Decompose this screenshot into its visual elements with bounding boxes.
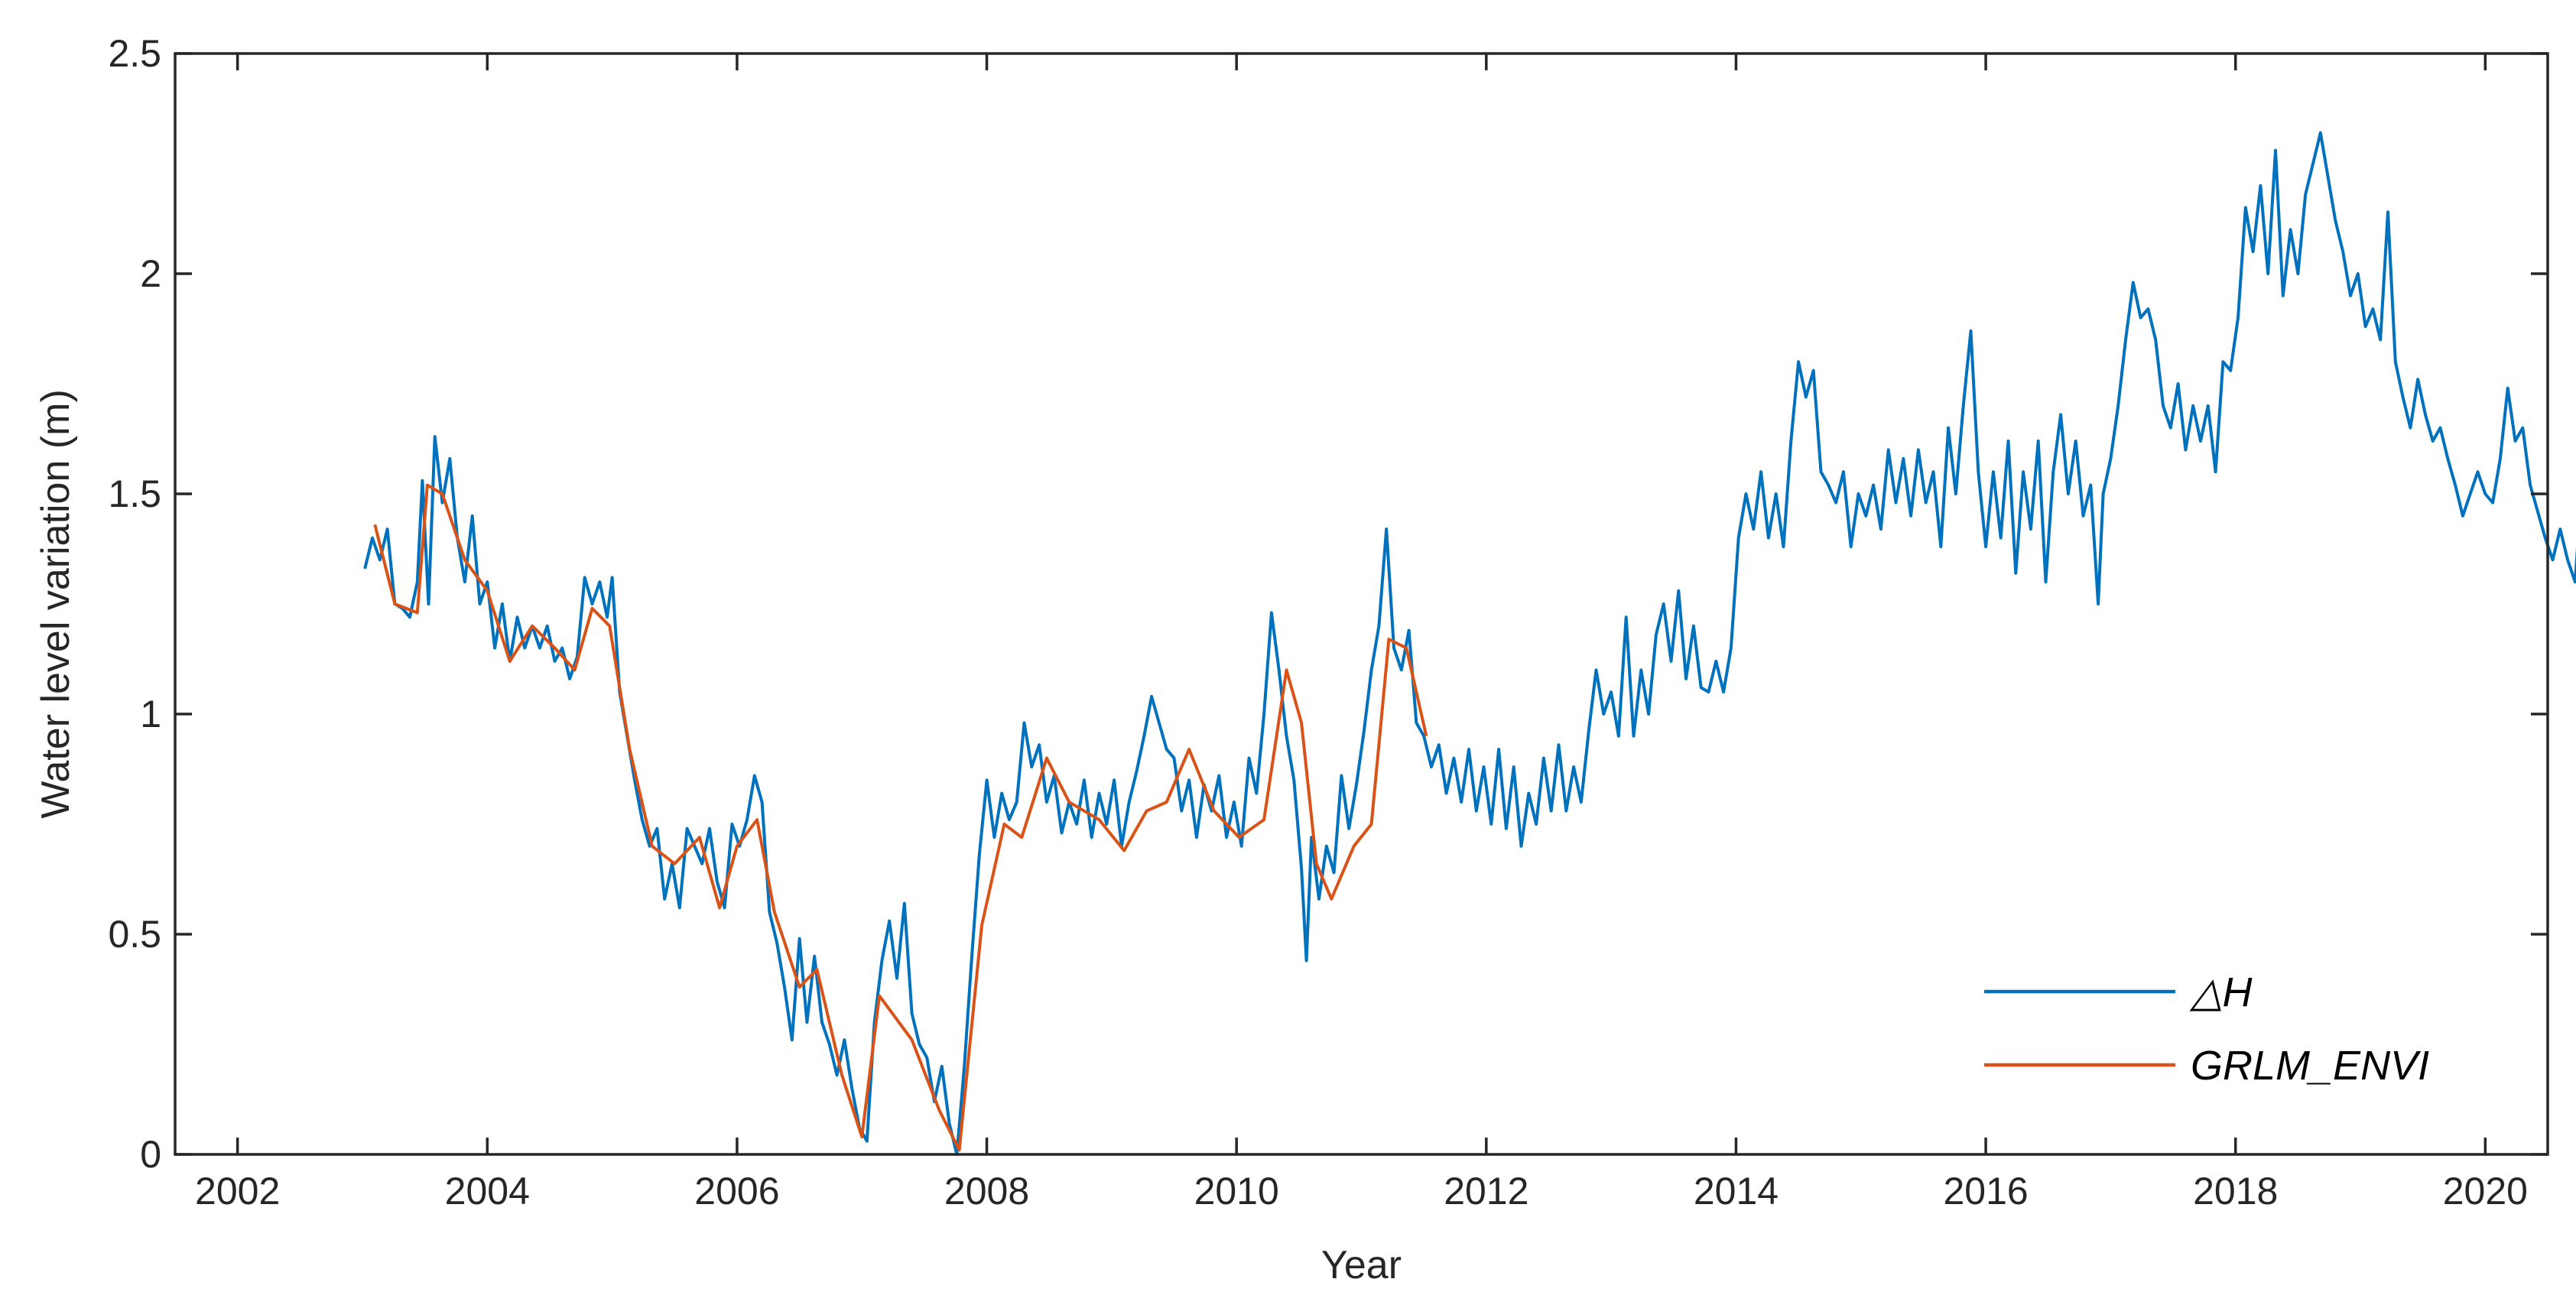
y-tick-label: 0.5 — [108, 913, 161, 956]
y-tick-label: 1 — [140, 693, 161, 735]
y-tick-label: 2.5 — [108, 32, 161, 75]
x-tick-label: 2018 — [2193, 1170, 2278, 1212]
y-axis-title: Water level variation (m) — [34, 389, 78, 819]
legend-label-grlm-envi: GRLM_ENVI — [2191, 1043, 2429, 1089]
series-line-0 — [363, 131, 2576, 1156]
legend-box — [1973, 956, 2523, 1109]
x-tick-label: 2012 — [1444, 1170, 1528, 1212]
y-tick-label: 1.5 — [108, 472, 161, 515]
tick-labels: 2002 2004 2006 2008 2010 2012 2014 2016 2018 2020… — [108, 32, 2527, 1212]
legend-label-delta-h: △H — [2189, 969, 2253, 1015]
x-tick-label: 2004 — [445, 1170, 530, 1212]
series-line-1 — [373, 483, 1428, 1152]
x-tick-label: 2002 — [195, 1170, 280, 1212]
axes-box — [174, 52, 2549, 1156]
y-tick-label: 0 — [140, 1133, 161, 1176]
x-tick-label: 2008 — [944, 1170, 1029, 1212]
x-tick-label: 2006 — [694, 1170, 779, 1212]
axis-ticks — [175, 52, 2548, 1156]
x-tick-label: 2014 — [1694, 1170, 1779, 1212]
legend: △H GRLM_ENVI — [1973, 956, 2523, 1109]
series-lines — [363, 131, 2576, 1156]
x-tick-label: 2010 — [1194, 1170, 1279, 1212]
x-tick-label: 2020 — [2443, 1170, 2528, 1212]
x-axis-title: Year — [1321, 1243, 1402, 1287]
x-tick-label: 2016 — [1943, 1170, 2028, 1212]
y-tick-label: 2 — [140, 252, 161, 295]
